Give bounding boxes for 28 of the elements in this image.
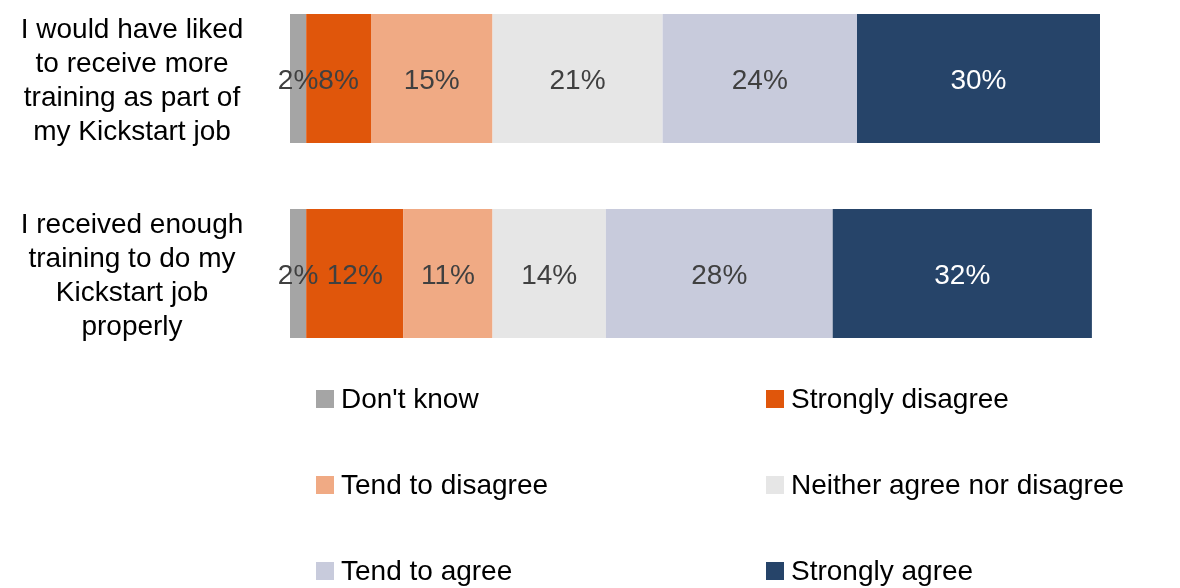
- data-label: 2%: [277, 63, 319, 95]
- bar: [605, 209, 833, 338]
- data-label: 24%: [731, 63, 788, 95]
- data-label: 32%: [934, 258, 991, 290]
- data-label: 30%: [950, 63, 1007, 95]
- legend-label: Neither agree nor disagree: [791, 469, 1125, 501]
- data-label: 11%: [420, 258, 475, 290]
- data-label: 28%: [691, 258, 748, 290]
- y-tick-label: I received enough training to do my Kickstart job properly: [20, 207, 244, 341]
- data-label: 15%: [403, 63, 460, 95]
- data-label: 21%: [549, 63, 606, 95]
- data-label: 2%: [277, 258, 319, 290]
- legend-label: Don't know: [341, 383, 479, 415]
- bar: [832, 209, 1092, 338]
- legend-label: Strongly disagree: [791, 383, 1009, 415]
- y-tick-label: I would have liked to receive more training as part of my Kickstart job: [20, 12, 244, 146]
- bar: [492, 209, 606, 338]
- bar: [857, 14, 1100, 143]
- bar: [371, 14, 493, 143]
- bar: [662, 14, 857, 143]
- legend-label: Strongly agree: [791, 555, 974, 587]
- legend-label: Tend to disagree: [341, 469, 549, 501]
- data-label: 14%: [521, 258, 578, 290]
- data-label: 12%: [326, 258, 383, 290]
- data-label: 8%: [318, 63, 359, 95]
- bar: [492, 14, 663, 143]
- legend-label: Tend to agree: [341, 555, 513, 587]
- bar: [403, 209, 493, 338]
